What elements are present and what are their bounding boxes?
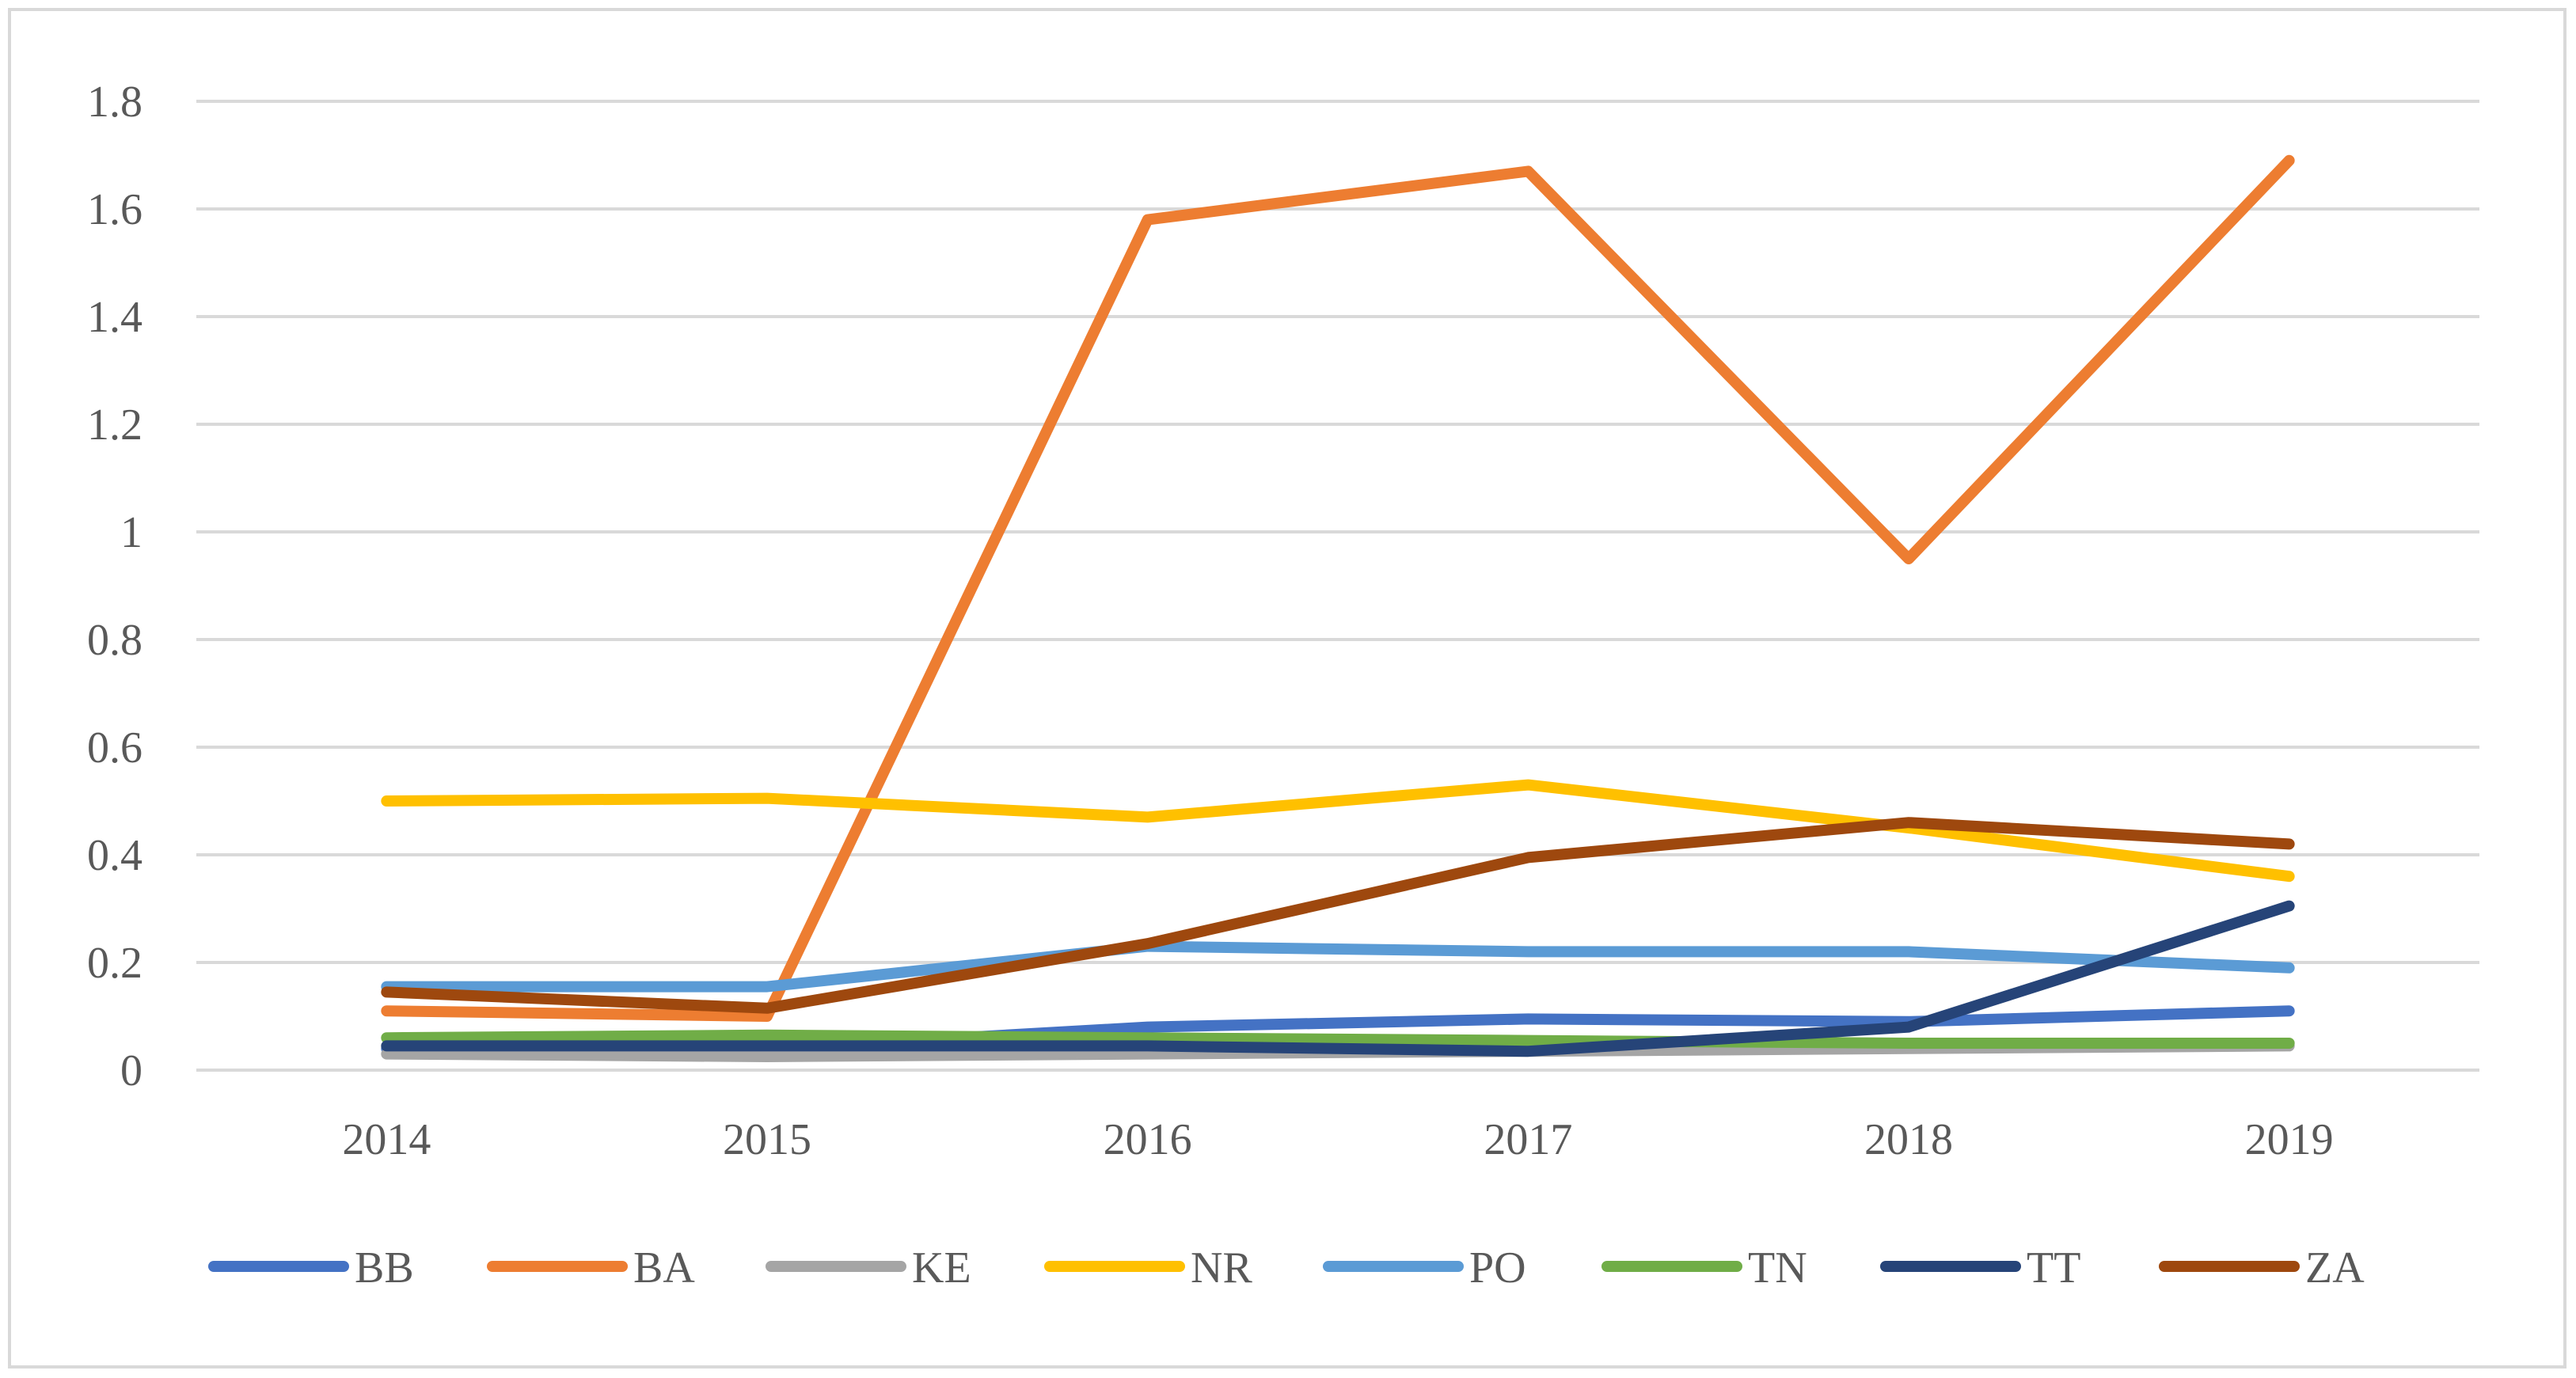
y-tick-label: 0.4	[87, 831, 142, 880]
legend-item-nr: NR	[1044, 1243, 1252, 1293]
x-tick-label: 2019	[2245, 1115, 2334, 1164]
legend-item-ke: KE	[766, 1243, 971, 1293]
y-tick-label: 1.4	[87, 293, 142, 342]
x-axis-tick-labels: 2014 2015 2016 2017 2018 2019	[342, 1115, 2333, 1164]
legend-label: TN	[1748, 1243, 1807, 1293]
series-line-nr	[381, 779, 2295, 883]
series-line-po	[381, 940, 2295, 993]
series-line-ba	[381, 154, 2295, 1022]
x-tick-label: 2015	[723, 1115, 811, 1164]
legend-item-bb: BB	[208, 1243, 414, 1293]
legend-label: KE	[912, 1243, 971, 1293]
y-tick-label: 0.2	[87, 939, 142, 988]
x-tick-label: 2018	[1864, 1115, 1953, 1164]
legend-item-tn: TN	[1601, 1243, 1807, 1293]
series-line-tt	[381, 900, 2295, 1057]
y-tick-label: 0.8	[87, 616, 142, 665]
legend-item-ba: BA	[487, 1243, 695, 1293]
y-tick-label: 1.2	[87, 400, 142, 450]
legend-label: ZA	[2305, 1243, 2365, 1293]
chart-frame	[8, 8, 2567, 1369]
legend-label: BA	[633, 1243, 695, 1293]
legend: BB BA KE NR PO TN TT ZA	[208, 1243, 2365, 1293]
y-tick-label: 0	[120, 1046, 142, 1095]
legend-label: BB	[355, 1243, 414, 1293]
x-tick-label: 2014	[342, 1115, 431, 1164]
series-line-za	[381, 817, 2295, 1014]
y-tick-label: 1.6	[87, 185, 142, 234]
x-tick-label: 2017	[1484, 1115, 1572, 1164]
legend-label: PO	[1469, 1243, 1526, 1293]
y-tick-label: 1	[120, 508, 142, 557]
series-lines	[381, 154, 2295, 1062]
legend-item-po: PO	[1323, 1243, 1526, 1293]
legend-label: TT	[2027, 1243, 2080, 1293]
y-tick-label: 1.8	[87, 78, 142, 127]
legend-item-tt: TT	[1880, 1243, 2080, 1293]
x-tick-label: 2016	[1104, 1115, 1192, 1164]
legend-label: NR	[1191, 1243, 1252, 1293]
gridlines	[196, 100, 2479, 1072]
y-axis-tick-labels: 0 0.2 0.4 0.6 0.8 1 1.2 1.4 1.6 1.8	[87, 78, 142, 1095]
series-line-tn	[381, 1029, 2295, 1049]
legend-item-za: ZA	[2159, 1243, 2365, 1293]
y-tick-label: 0.6	[87, 723, 142, 773]
